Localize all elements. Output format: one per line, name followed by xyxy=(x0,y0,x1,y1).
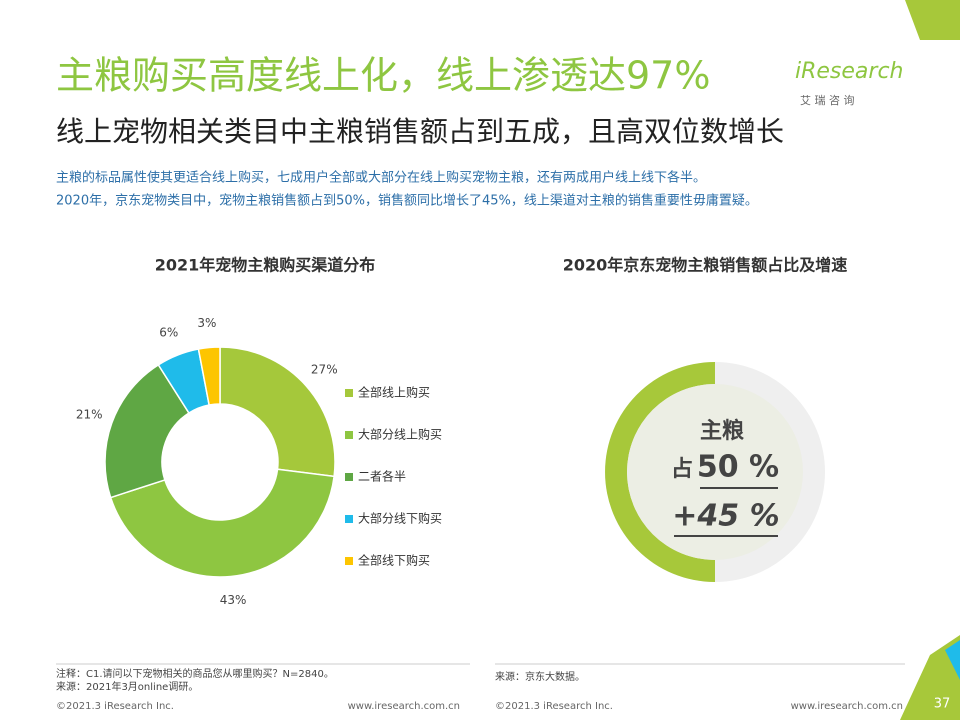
subtitle: 线上宠物相关类目中主粮销售额占到五成，且高双位数增长 xyxy=(56,115,784,148)
value-label: 3% xyxy=(197,316,216,330)
ring-inner xyxy=(627,384,803,560)
donut-segment xyxy=(197,346,221,406)
share-label: 50 % xyxy=(697,450,779,485)
growth-label: +45 % xyxy=(672,499,779,534)
source: 来源：2021年3月online调研。 xyxy=(56,680,198,693)
corner-deco xyxy=(900,635,960,720)
legend-swatch xyxy=(345,473,353,481)
description: 主粮的标品属性使其更适合线上购买，七成用户全部或大部分在线上购买宠物主粮，还有两… xyxy=(56,170,706,186)
logo-cn: 艾 瑞 咨 询 xyxy=(800,93,855,107)
donut-segment xyxy=(109,468,335,578)
ring-segment xyxy=(605,362,715,582)
page-number: 37 xyxy=(934,697,951,712)
description: 2020年，京东宠物类目中，宠物主粮销售额占到50%，销售额同比增长了45%，线… xyxy=(56,193,758,209)
value-label: 43% xyxy=(220,593,247,607)
legend-swatch xyxy=(345,515,353,523)
url: www.iresearch.com.cn xyxy=(348,701,460,712)
legend-label: 全部线上购买 xyxy=(358,385,430,400)
copyright: ©2021.3 iResearch Inc. xyxy=(56,701,174,712)
copyright: ©2021.3 iResearch Inc. xyxy=(495,701,613,712)
chart-title: 2021年宠物主粮购买渠道分布 xyxy=(155,256,376,275)
legend-swatch xyxy=(345,557,353,565)
title: 主粮购买高度线上化，线上渗透达97% xyxy=(56,54,710,98)
legend-label: 二者各半 xyxy=(358,469,406,484)
corner-deco xyxy=(905,0,960,40)
source: 来源：京东大数据。 xyxy=(495,670,585,683)
chart-title: 2020年京东宠物主粮销售额占比及增速 xyxy=(563,256,848,275)
corner-deco xyxy=(945,640,960,680)
logo: iResearch xyxy=(795,59,904,84)
url: www.iresearch.com.cn xyxy=(791,701,903,712)
share-prefix: 占 xyxy=(671,457,693,482)
value-label: 27% xyxy=(311,363,338,377)
category-label: 主粮 xyxy=(700,418,744,444)
legend-label: 大部分线下购买 xyxy=(358,511,442,526)
note: 注释：C1.请问以下宠物相关的商品您从哪里购买？N=2840。 xyxy=(56,667,334,680)
legend-swatch xyxy=(345,431,353,439)
donut-segment xyxy=(219,346,336,478)
value-label: 21% xyxy=(76,407,103,421)
value-label: 6% xyxy=(159,325,178,339)
legend-swatch xyxy=(345,389,353,397)
legend-label: 全部线下购买 xyxy=(358,553,430,568)
legend-label: 大部分线上购买 xyxy=(358,427,442,442)
